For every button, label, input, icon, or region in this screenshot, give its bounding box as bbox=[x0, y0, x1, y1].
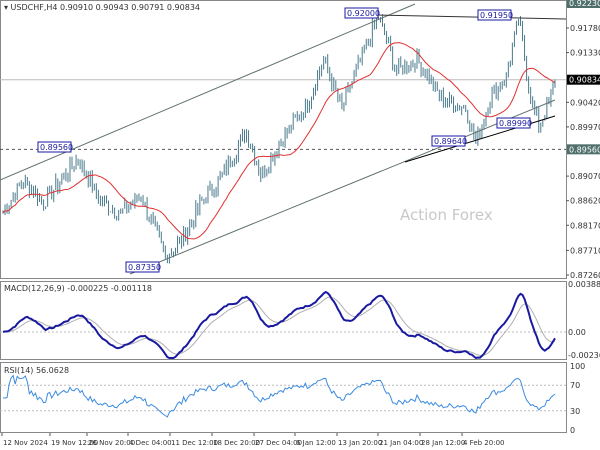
rsi-label: RSI(14) 56.0628 bbox=[4, 366, 69, 375]
time-tick-label: 28 Jan 12:00 bbox=[421, 439, 465, 447]
price-tick-label: 0.91330 bbox=[570, 49, 600, 58]
time-tick-label: 13 Jan 20:00 bbox=[338, 439, 382, 447]
price-annotation: 0.92000 bbox=[347, 9, 380, 18]
time-tick-label: 21 Jan 04:00 bbox=[379, 439, 423, 447]
price-annotation: 0.89990 bbox=[499, 119, 532, 128]
macd-tick-label: -0.002361 bbox=[568, 351, 600, 360]
price-annotation-box bbox=[477, 9, 512, 21]
price-tick-label: 0.88170 bbox=[570, 221, 600, 230]
rsi-pane bbox=[0, 362, 567, 433]
macd-line bbox=[2, 290, 556, 360]
macd-tick-label: 0.00388 bbox=[568, 280, 600, 289]
price-annotation: 0.87350 bbox=[128, 263, 161, 272]
time-tick-label: 4 Dec 04:00 bbox=[129, 439, 172, 447]
price-tick-label: 0.88620 bbox=[570, 197, 600, 206]
price-tick-label: 0.87260 bbox=[570, 271, 600, 280]
symbol-header: ▾ USDCHF,H4 0.90910 0.90943 0.90791 0.90… bbox=[4, 3, 200, 12]
watermark: Action Forex bbox=[400, 206, 493, 224]
time-tick-label: 18 Dec 20:00 bbox=[213, 439, 260, 447]
rsi-tick-label: 70 bbox=[570, 381, 580, 390]
main-pane bbox=[0, 0, 567, 279]
time-tick-label: 12 Nov 2024 bbox=[3, 439, 48, 447]
price-annotation: 0.89560 bbox=[40, 143, 73, 152]
price-tick-label: 0.90420 bbox=[570, 98, 600, 107]
rsi-tick-label: 100 bbox=[570, 362, 585, 371]
current-price-label: 0.90834 bbox=[569, 76, 600, 85]
trendline-support bbox=[404, 115, 556, 163]
time-tick-label: 26 Nov 20:00 bbox=[88, 439, 135, 447]
price-annotation: 0.89640 bbox=[434, 137, 467, 146]
rsi-line bbox=[3, 374, 556, 418]
price-tick-label: 0.91780 bbox=[570, 24, 600, 33]
price-tick-label: 0.87710 bbox=[570, 246, 600, 255]
price-annotation-box bbox=[37, 141, 72, 153]
time-tick-label: 6 Jan 12:00 bbox=[296, 439, 336, 447]
trendline-resistance bbox=[374, 14, 567, 20]
time-tick-label: 27 Dec 04:00 bbox=[255, 439, 302, 447]
price-annotation-box bbox=[344, 7, 379, 19]
channel-lower-line bbox=[129, 99, 556, 275]
price-label-bg bbox=[567, 0, 600, 8]
price-tick-label: 0.89070 bbox=[570, 172, 600, 181]
channel-upper-line bbox=[0, 3, 416, 181]
macd-signal-line bbox=[2, 296, 556, 357]
rsi-tick-label: 0 bbox=[570, 426, 575, 435]
macd-pane bbox=[0, 281, 567, 360]
moving-average-line bbox=[2, 42, 556, 240]
price-tick-label: 0.89970 bbox=[570, 123, 600, 132]
price-annotation: 0.91950 bbox=[480, 11, 513, 20]
price-annotation-box bbox=[431, 135, 466, 147]
macd-tick-label: 0.00 bbox=[568, 328, 586, 337]
rsi-tick-label: 30 bbox=[570, 407, 580, 416]
price-annotation-box bbox=[125, 261, 160, 273]
time-tick-label: 11 Dec 12:00 bbox=[171, 439, 218, 447]
price-tick-label: 0.92230 bbox=[569, 0, 600, 8]
price-annotation-box bbox=[496, 117, 531, 129]
time-tick-label: 4 Feb 20:00 bbox=[463, 439, 504, 447]
current-price-bg bbox=[567, 74, 600, 85]
price-label-bg bbox=[567, 144, 600, 155]
time-tick-label: 19 Nov 12:00 bbox=[51, 439, 98, 447]
price-tick-label: 0.89560 bbox=[569, 145, 600, 154]
macd-label: MACD(12,26,9) -0.000225 -0.001118 bbox=[4, 284, 152, 293]
